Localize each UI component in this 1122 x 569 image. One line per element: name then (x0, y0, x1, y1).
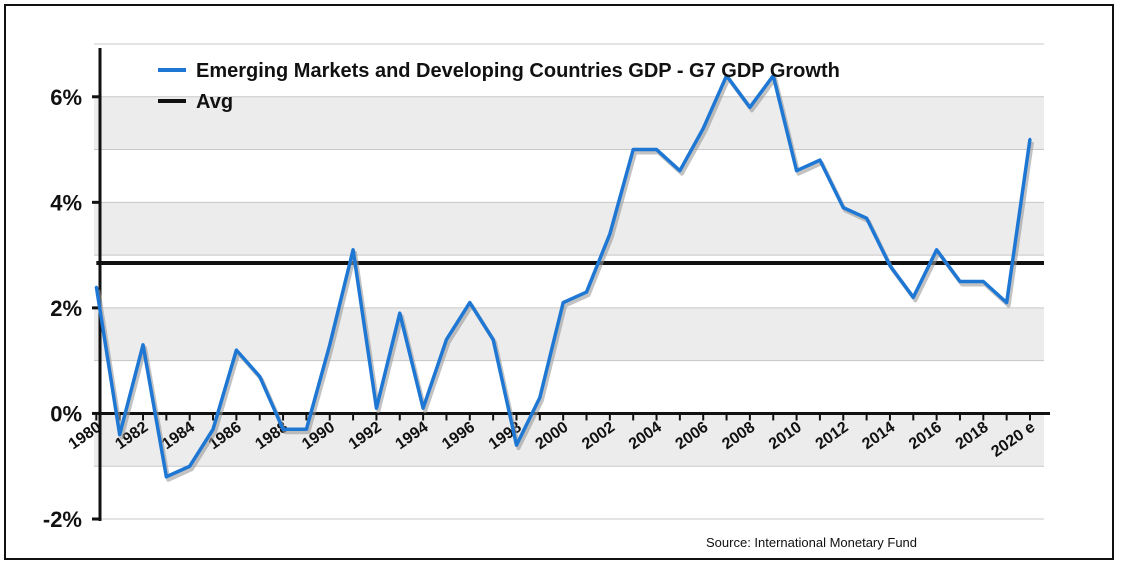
y-tick-label: -2% (43, 507, 82, 532)
data-point (631, 148, 635, 151)
data-point (678, 169, 682, 172)
data-point (281, 428, 285, 431)
data-point (445, 338, 448, 341)
data-point (935, 248, 938, 252)
data-point (772, 74, 775, 77)
data-point (912, 296, 915, 299)
data-point (982, 280, 985, 283)
data-point (491, 338, 495, 341)
data-point (235, 348, 238, 352)
chart: 6%4%2%0%-2%1980 1982 1984 1986 1988 1990 1992 1… (43, 43, 1050, 550)
data-point (375, 406, 378, 410)
data-point (328, 343, 331, 347)
source-note: Source: International Monetary Fund (706, 535, 917, 550)
data-point (211, 428, 215, 431)
data-point (655, 148, 658, 151)
data-point (165, 475, 168, 478)
data-point (141, 343, 145, 347)
legend-label-avg: Avg (196, 91, 233, 113)
data-point (958, 280, 962, 283)
data-point (585, 290, 588, 294)
data-point (515, 443, 518, 447)
data-point (468, 301, 471, 304)
data-point (421, 406, 425, 410)
data-point (561, 301, 565, 304)
data-point (188, 465, 191, 468)
data-point (305, 428, 308, 431)
y-tick-label: 6% (50, 85, 82, 110)
data-point (725, 74, 728, 77)
data-point (1028, 137, 1032, 141)
data-point (748, 106, 752, 109)
data-point (795, 169, 798, 172)
data-point (1005, 301, 1008, 304)
grid-band (94, 413, 1044, 467)
y-tick-label: 2% (50, 296, 82, 321)
grid-band (94, 96, 1044, 150)
grid-band (94, 202, 1044, 256)
chart-frame: 6% 4% 2% 0% -2% 1980 1982 1984 1986 1988 1990 1992 1… (4, 4, 1114, 560)
y-tick-label: 4% (50, 190, 82, 215)
data-point (865, 216, 868, 220)
data-point (258, 375, 261, 378)
data-point (95, 285, 98, 288)
data-point (538, 396, 542, 399)
data-point (842, 206, 845, 209)
grid-band (94, 307, 1044, 361)
y-tick-label: 0% (50, 401, 82, 426)
data-point (888, 264, 892, 267)
legend-label-series: Emerging Markets and Developing Countrie… (196, 60, 840, 82)
data-point (702, 127, 705, 130)
data-point (608, 232, 612, 236)
data-point (118, 433, 121, 436)
data-point (818, 158, 822, 162)
data-point (351, 248, 355, 252)
data-point (398, 311, 401, 315)
